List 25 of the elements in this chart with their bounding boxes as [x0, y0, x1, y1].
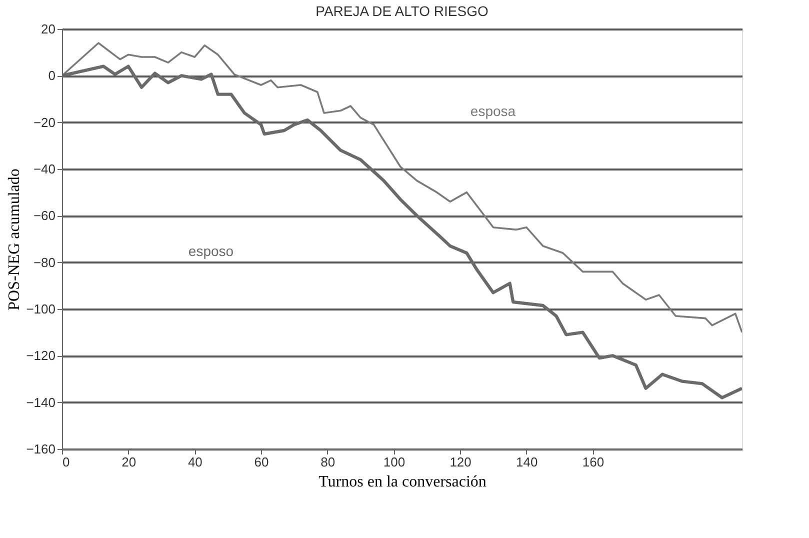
chart-title: PAREJA DE ALTO RIESGO [316, 3, 488, 19]
y-tick-label: 20 [41, 22, 56, 36]
y-tick-label: −100 [26, 302, 56, 316]
x-tick-label: 20 [122, 454, 136, 470]
x-tick-label: 120 [450, 454, 472, 470]
y-tick-label: −140 [26, 394, 56, 410]
x-tick-label: 80 [320, 454, 336, 470]
y-tick-label: −20 [33, 114, 56, 130]
text: esposo [188, 243, 234, 259]
x-tick-label: 100 [383, 454, 406, 470]
x-tick-label: 40 [188, 454, 202, 470]
y-tick-label: −40 [33, 162, 56, 176]
x-tick-label: 0 [62, 454, 70, 470]
y-axis-title: POS-NEG acumulado [6, 168, 24, 310]
x-tick-label: 140 [516, 454, 538, 470]
y-tick-label: −160 [26, 442, 56, 456]
x-tick-label: 60 [254, 454, 269, 470]
y-tick-label: −120 [26, 348, 56, 364]
y-tick-label: 0 [48, 68, 56, 84]
y-tick-label: −80 [33, 254, 56, 270]
y-tick-label: −60 [33, 208, 56, 224]
x-tick-label: 160 [582, 454, 604, 470]
text: esposa [470, 103, 516, 119]
x-axis-title: Turnos en la conversación [318, 474, 486, 490]
line-series [62, 42, 742, 334]
